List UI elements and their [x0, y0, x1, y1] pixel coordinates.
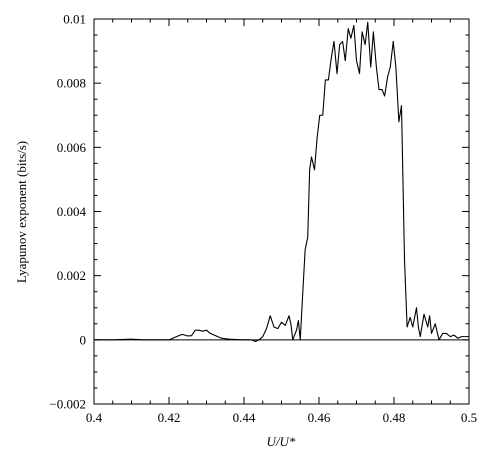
axis-ticks	[93, 18, 470, 405]
series-line	[94, 21, 469, 342]
y-tick-label: −0.002	[49, 397, 86, 412]
y-tick-label: 0.004	[57, 204, 87, 219]
y-tick-label: 0.01	[63, 12, 86, 27]
x-tick-label: 0.44	[233, 410, 256, 425]
x-axis-label: U/U*	[267, 434, 296, 449]
x-tick-label: 0.46	[308, 410, 331, 425]
y-axis-label: Lyapunov exponent (bits/s)	[14, 141, 29, 283]
y-tick-label: 0.008	[57, 76, 86, 91]
plot-area-frame	[93, 18, 470, 405]
x-tick-label: 0.4	[86, 410, 103, 425]
x-tick-label: 0.5	[461, 410, 477, 425]
y-tick-label: 0.006	[57, 140, 87, 155]
y-tick-label: 0.002	[57, 268, 86, 283]
axis-tick-labels: 0.4 0.42 0.44 0.46 0.48 0.5 −0.002 0 0.002 0.004 0…	[49, 12, 477, 426]
x-tick-label: 0.42	[158, 410, 181, 425]
y-tick-label: 0	[80, 332, 87, 347]
x-tick-label: 0.48	[383, 410, 406, 425]
